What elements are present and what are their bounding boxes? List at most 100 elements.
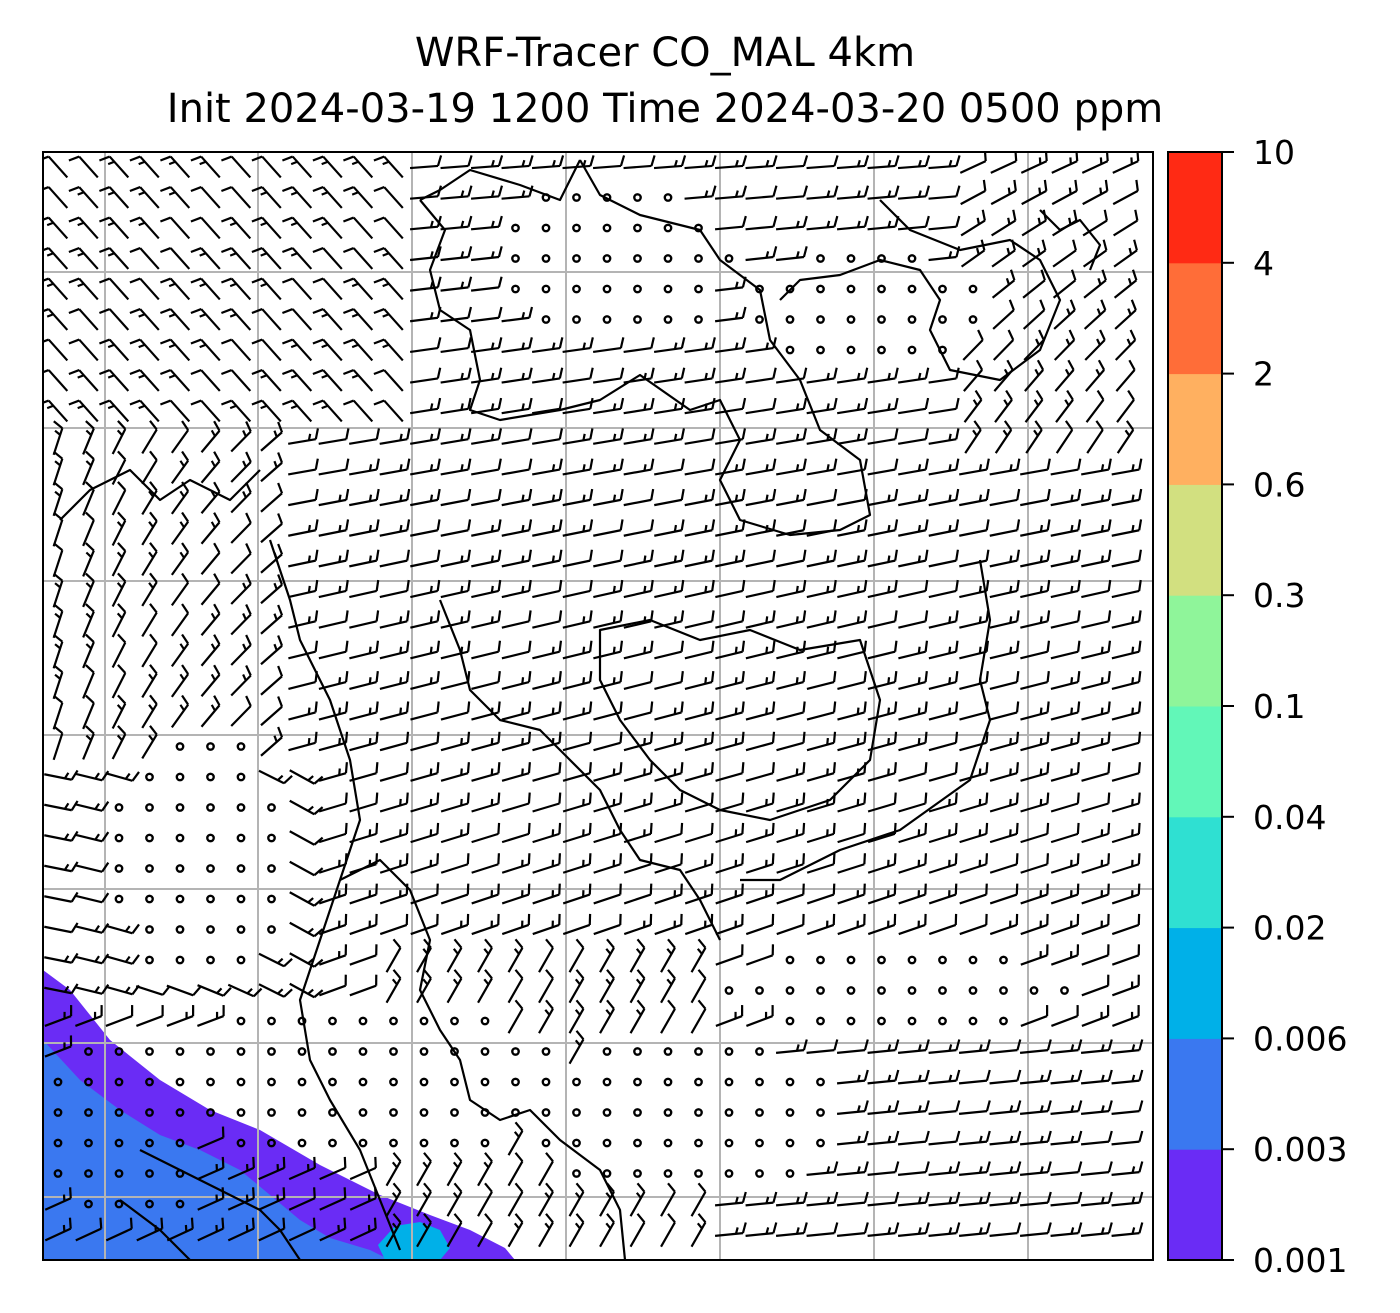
wind-barb	[197, 1005, 225, 1027]
wind-barb	[507, 1121, 524, 1156]
wind-barb	[1020, 883, 1049, 905]
wind-barb	[897, 1191, 930, 1207]
wind-barb	[312, 155, 343, 179]
wind-barb	[318, 731, 349, 752]
wind-barb	[1052, 269, 1077, 299]
calm-wind-marker	[663, 193, 673, 202]
wind-barb	[260, 421, 284, 452]
calm-wind-marker	[145, 803, 154, 812]
calm-wind-marker	[419, 1108, 429, 1117]
wind-barb	[806, 1191, 839, 1207]
wind-barb	[684, 428, 716, 445]
wind-barb	[867, 215, 900, 231]
wind-barb	[989, 458, 1021, 476]
wind-barb	[410, 853, 440, 874]
wind-barb	[99, 369, 130, 392]
wind-barb	[1050, 1191, 1083, 1207]
wind-barb	[251, 216, 282, 240]
wind-barb	[629, 999, 646, 1034]
wind-barb	[288, 610, 319, 629]
wind-barb	[1081, 579, 1112, 599]
wind-barb	[660, 969, 676, 1004]
wind-barb	[775, 215, 808, 231]
wind-barb	[318, 488, 350, 507]
colorbar-segment	[1168, 152, 1222, 264]
wind-barb	[898, 549, 929, 568]
wind-barb	[501, 458, 533, 476]
wind-barb	[593, 913, 622, 936]
calm-wind-marker	[785, 1138, 795, 1148]
wind-barb	[349, 822, 379, 844]
coastline-segment	[598, 618, 882, 822]
wind-barb	[714, 367, 747, 384]
wind-barb	[1020, 913, 1049, 936]
wind-barb	[1050, 640, 1081, 660]
wind-barb	[99, 399, 130, 423]
calm-wind-marker	[206, 772, 215, 782]
wind-barb	[318, 671, 349, 691]
wind-barb	[623, 155, 656, 170]
wind-barb	[501, 155, 534, 170]
calm-wind-marker	[846, 345, 856, 355]
wind-barb	[928, 155, 961, 170]
wind-barb	[593, 853, 623, 874]
calm-wind-marker	[968, 1016, 978, 1026]
wind-barb	[230, 421, 252, 453]
wind-barb	[837, 792, 867, 813]
calm-wind-marker	[175, 1047, 185, 1056]
wind-barb	[745, 701, 776, 721]
wind-barb	[562, 367, 594, 384]
wind-barb	[623, 762, 653, 782]
calm-wind-marker	[206, 1047, 215, 1056]
wind-barb	[44, 830, 79, 842]
wind-barb	[258, 1187, 286, 1211]
calm-wind-marker	[480, 1108, 490, 1117]
wind-barb	[532, 549, 563, 568]
wind-barb	[1020, 701, 1050, 721]
wind-barb	[867, 397, 899, 415]
wind-barb	[867, 579, 898, 599]
wind-barb	[99, 216, 130, 240]
calm-wind-marker	[755, 284, 764, 294]
wind-barb	[715, 822, 745, 844]
wind-barb	[416, 969, 432, 1004]
calm-wind-marker	[846, 254, 856, 263]
wind-barb	[867, 428, 899, 445]
wind-barb	[775, 1191, 808, 1207]
wind-barb	[714, 155, 748, 170]
wind-barb	[221, 308, 252, 331]
wind-barb	[379, 428, 411, 445]
wind-barb	[75, 1217, 103, 1242]
wind-barb	[349, 519, 380, 537]
wind-barb	[562, 519, 594, 537]
calm-wind-marker	[663, 1077, 673, 1087]
wind-barb	[963, 389, 983, 423]
wind-barb	[409, 185, 443, 200]
calm-wind-marker	[328, 1108, 337, 1117]
calm-wind-marker	[724, 1077, 734, 1087]
wind-barb	[44, 891, 79, 903]
calm-wind-marker	[1060, 986, 1069, 995]
wind-barb	[593, 458, 624, 476]
wind-barb	[349, 883, 378, 905]
wind-barb	[1111, 549, 1142, 568]
wind-barb	[440, 853, 470, 874]
wind-barb	[898, 731, 928, 752]
wind-barb	[837, 458, 868, 476]
calm-wind-marker	[236, 1138, 246, 1148]
wind-barb	[629, 938, 646, 973]
wind-barb	[1050, 519, 1082, 537]
wind-barb	[806, 822, 836, 844]
wind-barb	[684, 549, 715, 568]
wind-barb	[745, 458, 777, 476]
wind-barb	[507, 999, 524, 1034]
wind-barb	[623, 671, 654, 691]
wind-barb	[343, 247, 374, 270]
wind-barb	[44, 861, 79, 873]
wind-barb	[1080, 1191, 1113, 1207]
calm-wind-marker	[694, 1108, 703, 1117]
wind-barb	[227, 1217, 255, 1242]
wind-barb	[1050, 488, 1082, 507]
wind-barb	[440, 367, 472, 384]
calm-wind-marker	[84, 1199, 93, 1209]
